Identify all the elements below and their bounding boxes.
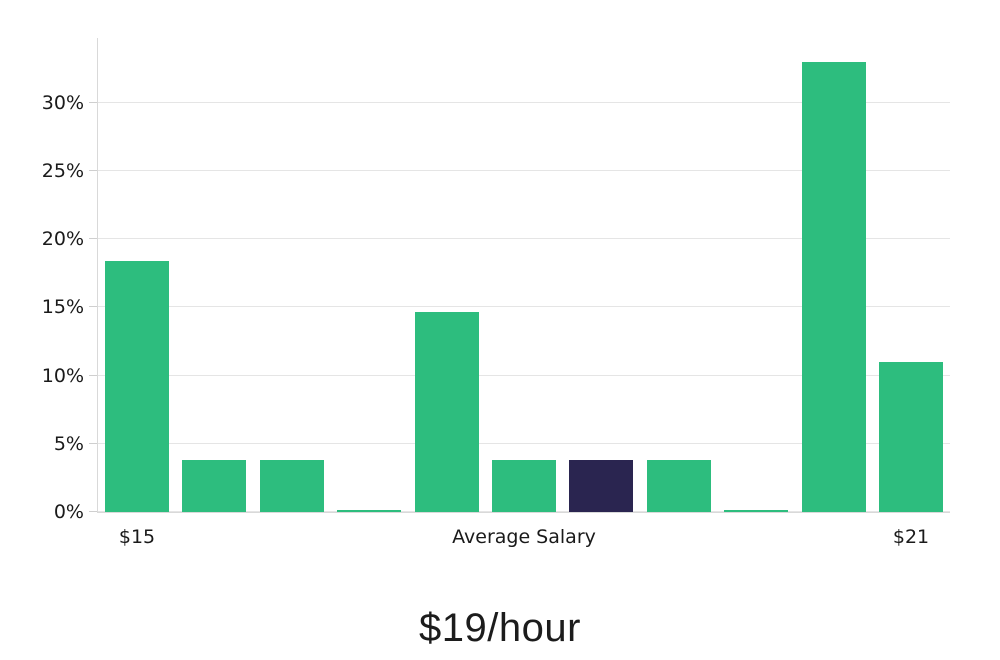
y-tick-mark: [89, 101, 97, 103]
salary-bar-2: [259, 460, 324, 512]
y-axis-line: [97, 38, 98, 512]
gridline-25pct: [98, 169, 950, 171]
salary-bar-1: [182, 460, 247, 512]
y-tick-label-0pct: 0%: [53, 501, 84, 523]
chart-title: $19/hour: [419, 606, 581, 650]
y-tick-label-5pct: 5%: [53, 432, 84, 455]
x-tick-label-21: $21: [892, 526, 930, 548]
x-tick-label-15: $15: [118, 526, 156, 548]
salary-bar-3: [337, 509, 402, 512]
salary-bar-5: [492, 460, 556, 512]
x-axis-title: Average Salary: [452, 526, 596, 548]
y-tick-label-10pct: 10%: [41, 364, 84, 387]
salary-bar-9: [801, 61, 866, 512]
y-tick-mark: [89, 374, 97, 376]
salary-bar-8: [724, 509, 789, 512]
y-tick-mark: [89, 169, 97, 171]
average-salary-bar: [569, 460, 634, 512]
y-tick-mark: [89, 238, 97, 240]
x-axis-line: [97, 512, 950, 513]
gridline-20pct: [98, 238, 950, 240]
salary-bar-7: [646, 460, 711, 512]
y-tick-mark: [89, 511, 97, 512]
y-tick-mark: [89, 306, 97, 308]
y-tick-label-25pct: 25%: [41, 159, 84, 182]
gridline-10pct: [98, 374, 950, 376]
salary-bar-0: [104, 261, 169, 512]
salary-bar-10: [879, 361, 944, 512]
y-tick-label-15pct: 15%: [41, 296, 84, 319]
gridline-15pct: [98, 306, 950, 308]
y-tick-label-30pct: 30%: [41, 91, 84, 114]
y-tick-label-20pct: 20%: [41, 228, 84, 251]
salary-bar-4: [414, 311, 479, 512]
gridline-5pct: [98, 442, 950, 444]
plot-area: 0% 5% 10% 15% 20% 25% 30%: [42, 38, 950, 523]
gridline-30pct: [98, 101, 950, 103]
y-tick-mark: [89, 442, 97, 444]
